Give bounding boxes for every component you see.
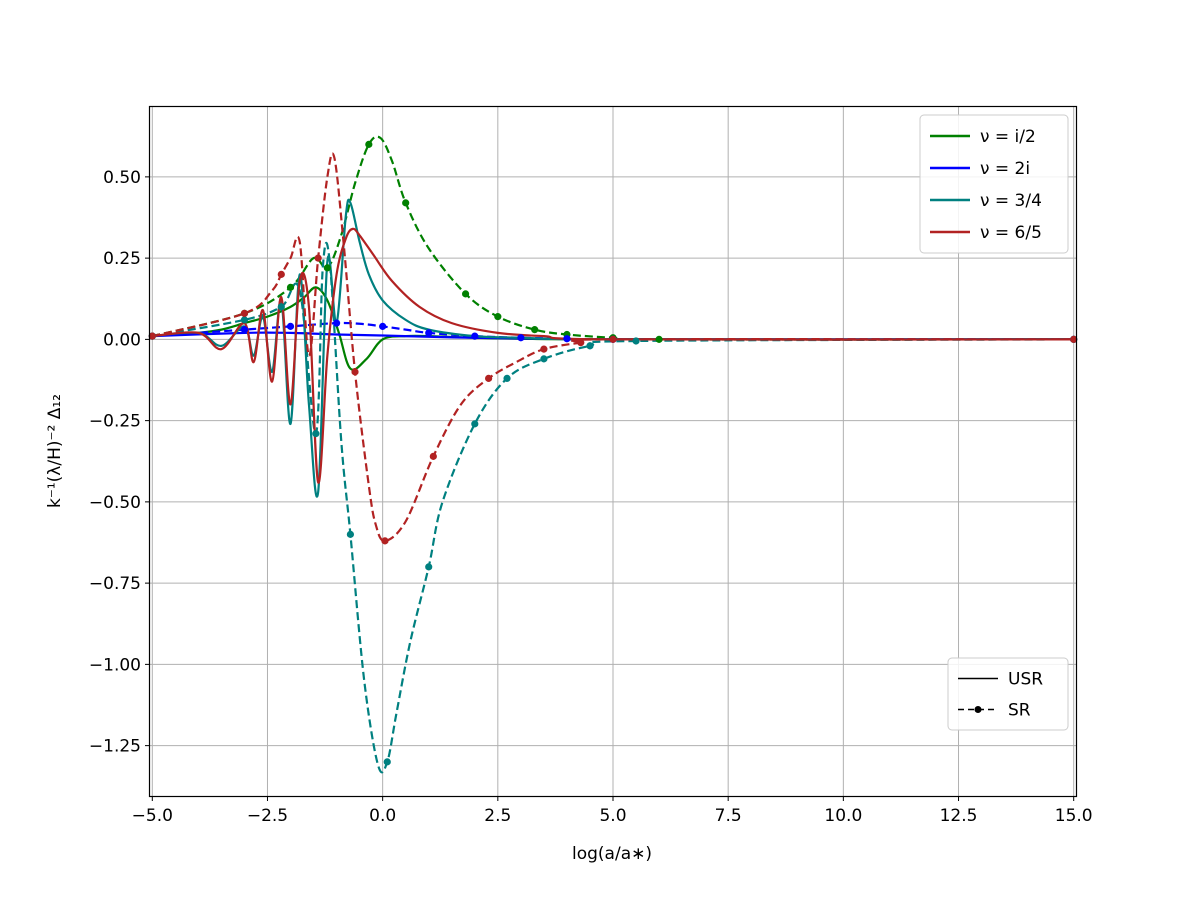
series-marker (494, 313, 502, 321)
series-marker (323, 264, 331, 272)
x-tick-label: 5.0 (599, 806, 626, 826)
series-marker (461, 290, 470, 298)
x-ticks: −5.0 −2.5 0.0 2.5 5.0 7.5 10.0 12.5 15.0 (132, 796, 1093, 826)
legend-label: ν = i/2 (980, 127, 1036, 147)
series-marker (240, 316, 249, 324)
x-tick-label: 15.0 (1055, 806, 1093, 826)
series-marker (383, 758, 391, 766)
series-marker (286, 322, 295, 330)
series-marker (148, 332, 156, 340)
series-marker (471, 332, 479, 340)
series-marker (312, 430, 320, 438)
series-marker (485, 374, 493, 382)
x-tick-label: 0.0 (369, 806, 396, 826)
x-tick-label: −5.0 (132, 806, 173, 826)
series-marker (531, 326, 539, 334)
legend-label: SR (1008, 701, 1031, 721)
series-marker (503, 374, 511, 382)
series-marker (277, 303, 285, 311)
x-axis-label: log(a/a∗) (572, 844, 652, 864)
series-marker (425, 329, 433, 337)
series-markers (148, 140, 1078, 766)
legend-label: ν = 3/4 (980, 191, 1042, 211)
y-axis-label: k⁻¹(λ/H)⁻² Δ₁₂ (45, 394, 65, 508)
series-marker (1070, 335, 1078, 343)
y-tick-label: 0.50 (103, 168, 141, 188)
x-tick-label: 7.5 (715, 806, 742, 826)
series-marker (240, 326, 249, 334)
y-tick-label: −1.25 (89, 737, 141, 757)
series-marker (586, 342, 594, 350)
series-line-sr (152, 241, 1074, 774)
series-marker (517, 334, 525, 342)
series-marker (314, 254, 322, 262)
series-marker (286, 283, 295, 291)
legend-style: USR SR (947, 657, 1069, 731)
series-marker (540, 355, 548, 363)
legend-label: USR (1008, 670, 1043, 690)
y-tick-label: −0.75 (89, 574, 141, 594)
legend-series: ν = i/2 ν = 2i ν = 3/4 ν = 6/5 (919, 114, 1069, 254)
series-marker (471, 420, 479, 428)
y-tick-label: −0.25 (89, 412, 141, 432)
series-marker (425, 563, 433, 571)
x-tick-label: −2.5 (247, 806, 288, 826)
series-marker (632, 337, 640, 345)
series-marker (346, 530, 355, 538)
series-marker (540, 345, 548, 353)
x-tick-label: 2.5 (484, 806, 511, 826)
series-marker (240, 309, 249, 317)
y-tick-label: 0.00 (103, 330, 141, 350)
y-ticks: 0.50 0.25 0.00 −0.25 −0.50 −0.75 −1.00 −1.25 (89, 168, 150, 757)
series-marker (563, 335, 571, 343)
legend-marker (974, 706, 982, 713)
series-marker (277, 270, 285, 278)
series-line-usr (152, 227, 1074, 484)
series-marker (655, 335, 663, 343)
series-marker (365, 140, 373, 148)
series-marker (381, 537, 389, 545)
legend-label: ν = 6/5 (980, 223, 1042, 243)
y-tick-label: −0.50 (89, 493, 141, 513)
series-line-sr (152, 152, 1074, 542)
series-marker (351, 368, 359, 376)
series-marker (402, 199, 410, 207)
series-marker (332, 319, 341, 327)
series-marker (577, 339, 585, 347)
series-marker (379, 322, 387, 330)
x-tick-label: 12.5 (940, 806, 978, 826)
y-tick-label: 0.25 (103, 249, 141, 269)
x-tick-label: 10.0 (824, 806, 862, 826)
y-tick-label: −1.00 (89, 655, 141, 675)
legend-label: ν = 2i (980, 159, 1030, 179)
series-marker (429, 452, 437, 460)
series-marker (609, 335, 617, 343)
legend-box (919, 114, 1069, 254)
